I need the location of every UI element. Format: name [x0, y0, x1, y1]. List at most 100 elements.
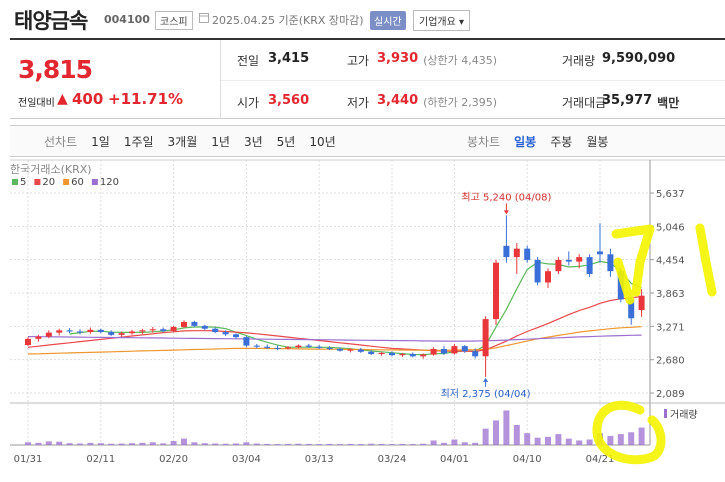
candle-body: [545, 271, 551, 283]
volume-bar: [576, 440, 583, 445]
annotation-arrowhead: [503, 210, 509, 215]
period-tab[interactable]: 3개월: [167, 135, 198, 149]
volume-bar: [368, 443, 375, 445]
period-tab[interactable]: 1일: [91, 135, 110, 149]
candle-body: [45, 332, 52, 337]
candle-body: [201, 325, 208, 329]
volume-bar: [389, 444, 395, 445]
volume-bar: [337, 444, 343, 445]
candle-body: [243, 337, 250, 346]
y-tick-label: 2,680: [656, 356, 685, 367]
volume-bar: [638, 427, 645, 445]
volume-bar: [129, 443, 135, 445]
volume-bar: [451, 439, 458, 445]
x-tick-label: 04/01: [440, 454, 469, 465]
annotation-arrowhead: [483, 377, 489, 382]
candle-body: [493, 262, 499, 320]
yellow-scribble: [592, 223, 717, 465]
candle-body: [524, 248, 531, 260]
candle-body: [638, 295, 645, 311]
volume-bar: [316, 444, 323, 445]
volume-bar: [25, 442, 31, 445]
volume-bar: [45, 441, 52, 445]
candle-body: [181, 321, 187, 327]
candle-body: [56, 330, 63, 333]
price-annotation: 최고 5,240 (04/08): [461, 191, 551, 203]
candle-body: [482, 319, 489, 357]
legend-swatch: [12, 179, 18, 185]
x-tick-label: 03/04: [232, 454, 261, 465]
legend-swatch: [34, 179, 41, 185]
candle-body: [347, 349, 354, 351]
candle-body: [118, 333, 125, 335]
quote-sub: (하한가 2,395): [423, 96, 498, 109]
x-tick-label: 03/13: [305, 454, 334, 465]
chart-source: 한국거래소(KRX): [10, 163, 92, 176]
price-annotation: 최저 2,375 (04/04): [441, 388, 531, 400]
candle-body: [368, 351, 375, 355]
date-value: 2025.04.25: [212, 14, 275, 27]
realtime-button[interactable]: 실시간: [370, 11, 406, 30]
candle-body: [513, 248, 520, 258]
volume-bar: [295, 443, 302, 445]
x-tick-label: 04/21: [586, 454, 615, 465]
stock-name: 태양금속: [14, 9, 88, 33]
period-tab[interactable]: 1주일: [123, 135, 154, 149]
candle-body: [129, 331, 135, 334]
volume-bar: [399, 443, 406, 445]
divider: [221, 80, 725, 81]
candle-body: [472, 351, 479, 357]
quote-label: 고가: [347, 54, 370, 68]
y-tick-label: 3,271: [656, 322, 685, 333]
volume-bar: [430, 440, 437, 445]
candle-body: [430, 348, 437, 355]
candle-body: [576, 257, 583, 262]
x-tick-label: 02/11: [86, 454, 115, 465]
quote-value: 3,930: [377, 51, 419, 66]
volume-bar: [253, 443, 260, 445]
candle-body: [586, 257, 593, 275]
volume-bar: [181, 438, 187, 445]
candle-period-tab[interactable]: 월봉: [586, 135, 609, 149]
volume-bar: [357, 444, 364, 445]
date: 2025.04.25 기준(KRX 장마감): [212, 12, 364, 28]
volume-bar: [222, 443, 229, 445]
volume-bar: [472, 442, 479, 445]
candle-body: [108, 332, 115, 335]
y-tick-label: 3,863: [656, 289, 685, 300]
y-tick-label: 5,046: [656, 222, 685, 233]
volume-bar: [87, 442, 94, 445]
scribble-stroke: [592, 400, 666, 465]
candle-body: [597, 251, 603, 255]
candle-body: [503, 245, 510, 258]
volume-label: 거래량: [670, 409, 698, 421]
company-dropdown[interactable]: 기업개요 ▾: [413, 10, 470, 31]
period-tab[interactable]: 5년: [276, 135, 296, 149]
tab-bar: [10, 125, 725, 157]
volume-bar: [264, 443, 271, 445]
volume-bar: [160, 443, 167, 445]
change-arrow: ▲: [57, 91, 68, 107]
quote-label: 거래대금: [562, 96, 607, 110]
candle-body: [378, 352, 385, 355]
volume-bar: [285, 443, 291, 445]
quote-value: 9,590,090: [602, 51, 676, 66]
volume-bar: [347, 443, 354, 445]
candle-body: [87, 329, 94, 333]
period-tab[interactable]: 1년: [211, 135, 230, 149]
candle-body: [222, 332, 229, 335]
period-tab[interactable]: 3년: [243, 135, 263, 149]
candle-period-tab[interactable]: 주봉: [550, 135, 573, 149]
period-tab[interactable]: 10년: [309, 135, 336, 149]
volume-bar: [243, 442, 250, 445]
candle-period-tab[interactable]: 일봉: [514, 135, 537, 149]
stock-code: 004100: [104, 13, 150, 26]
volume-bar: [233, 443, 239, 445]
legend-swatch: [91, 179, 98, 185]
volume-bar: [482, 428, 489, 445]
scribble-stroke: [695, 223, 717, 297]
tab-label: 선차트: [44, 135, 78, 149]
volume-bar: [461, 442, 468, 445]
volume-bar: [305, 443, 312, 445]
